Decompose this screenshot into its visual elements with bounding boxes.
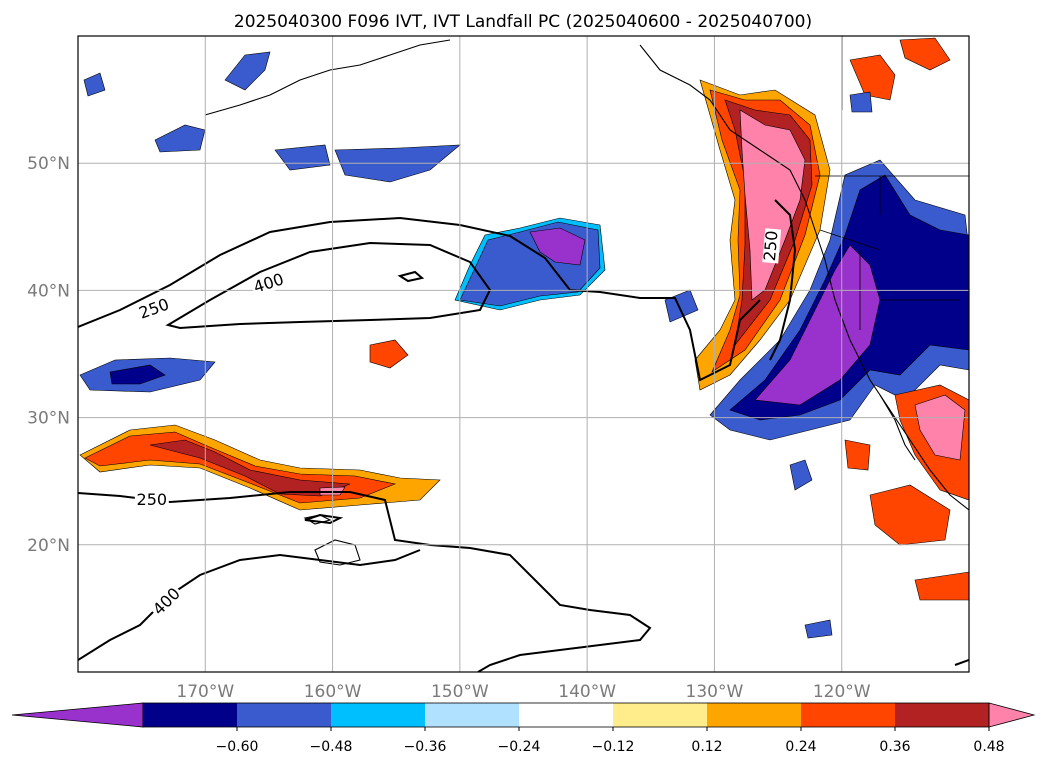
chart-title: 2025040300 F096 IVT, IVT Landfall PC (20…	[234, 12, 812, 32]
coastline-alaska	[204, 39, 451, 116]
colorbar-tick-label-6: 0.24	[785, 739, 816, 755]
negative-small-1	[789, 459, 813, 491]
colorbar-segment-5	[613, 703, 707, 727]
colorbar-segment-8	[895, 703, 989, 727]
positive-blob-1	[369, 339, 409, 369]
colorbar-extend-low	[11, 702, 144, 728]
ivt-contour-ne	[954, 659, 969, 666]
lat-tick-label-0: 50°N	[27, 154, 70, 174]
ivt-contour-250-north	[78, 216, 761, 382]
contour-label-bg-3	[149, 584, 185, 620]
colorbar-tick-label-4: −0.12	[592, 739, 635, 755]
colorbar-segment-4	[519, 703, 613, 727]
contour-label-2: 250	[137, 490, 168, 509]
colorbar-segment-7	[801, 703, 895, 727]
ivt-contour-250-coast	[769, 199, 797, 361]
longitude-labels: 170°W 160°W 150°W 140°W 130°W 120°W	[176, 682, 870, 702]
contour-label-bg-4	[762, 228, 782, 264]
coastline-baja	[879, 394, 916, 461]
positive-blob-6	[849, 54, 896, 101]
lon-tick-label-3: 140°W	[558, 682, 616, 702]
colorbar-tick-label-5: 0.12	[691, 739, 722, 755]
lon-tick-label-2: 150°W	[431, 682, 489, 702]
colorbar-tick-label-2: −0.36	[404, 739, 447, 755]
negative-nw-4	[154, 124, 206, 153]
negative-small-2	[804, 619, 833, 639]
lat-tick-label-3: 20°N	[27, 536, 70, 556]
lon-tick-label-0: 170°W	[176, 682, 234, 702]
map-frame	[77, 35, 970, 673]
contour-label-bg-0	[135, 296, 174, 323]
lat-tick-label-1: 40°N	[27, 281, 70, 301]
colorbar-segment-6	[707, 703, 801, 727]
contour-label-bg-2	[134, 492, 169, 509]
coastline-north-america	[639, 44, 969, 511]
positive-plume-core	[739, 109, 806, 301]
latitude-labels: 50°N 40°N 30°N 20°N	[27, 154, 70, 556]
colorbar-segment-2	[331, 703, 425, 727]
colorbar-tick-label-0: −0.60	[216, 739, 259, 755]
colorbar-tick-label-8: 0.48	[973, 739, 1004, 755]
colorbar-segment-3	[425, 703, 519, 727]
negative-nw-5	[83, 72, 106, 97]
colorbar-segment-0	[143, 703, 237, 727]
colorbar-tick-label-7: 0.36	[879, 739, 910, 755]
negative-west-core	[109, 364, 166, 385]
lon-tick-label-1: 160°W	[304, 682, 362, 702]
positive-blob-4	[914, 571, 969, 601]
coastlines	[204, 39, 969, 566]
positive-blob-3	[869, 484, 951, 546]
colorbar-segment-1	[237, 703, 331, 727]
gridlines	[78, 36, 969, 672]
ivt-contour-ring-1	[397, 270, 425, 283]
lon-tick-label-5: 120°W	[813, 682, 871, 702]
negative-central-purple	[529, 227, 586, 266]
colorbar: −0.60 −0.48 −0.36 −0.24 −0.12 0.12 0.24 0.36 0.4…	[11, 702, 1036, 755]
colorbar-extend-high	[988, 702, 1036, 728]
ivt-contour-ring-2	[304, 513, 344, 525]
negative-nw-1	[224, 51, 271, 91]
contour-label-4: 250	[760, 230, 782, 262]
lat-tick-label-2: 30°N	[27, 409, 70, 429]
positive-blob-2	[844, 439, 871, 471]
ivt-contours	[78, 199, 969, 672]
colorbar-frame	[142, 702, 990, 728]
positive-blob-5-core	[914, 394, 966, 461]
negative-inland-purple	[754, 244, 881, 406]
positive-blob-7	[899, 37, 951, 71]
hawaii-big-island	[314, 539, 361, 566]
negative-small-4	[849, 91, 873, 113]
colorbar-tick-label-3: −0.24	[498, 739, 541, 755]
contour-label-bg-1	[250, 271, 288, 297]
colorbar-tick-label-1: −0.48	[310, 739, 353, 755]
lon-tick-label-4: 130°W	[686, 682, 744, 702]
ivt-contour-400-south	[78, 549, 421, 661]
